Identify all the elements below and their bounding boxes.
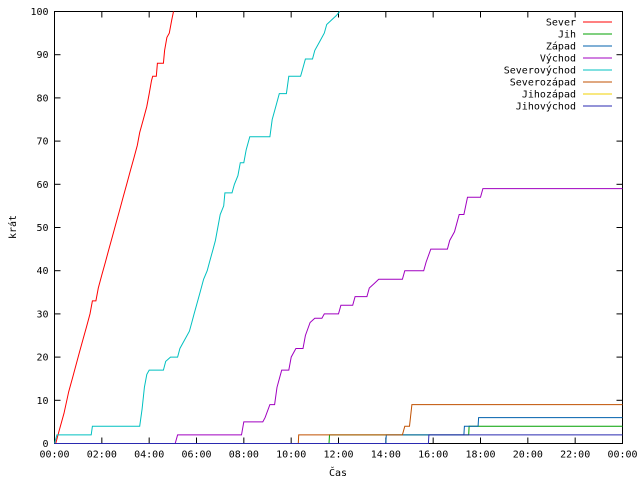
y-tick-label: 80: [36, 93, 48, 104]
series-line-západ: [54, 417, 623, 444]
x-tick-label: 14:00: [371, 450, 401, 461]
y-tick-label: 50: [36, 223, 48, 234]
x-tick-label: 00:00: [607, 450, 637, 461]
legend: SeverJihZápadVýchodSeverovýchodSeverozáp…: [504, 18, 612, 113]
series-line-severozápad: [54, 404, 623, 444]
x-tick-label: 22:00: [560, 450, 590, 461]
y-tick-label: 10: [36, 396, 48, 407]
legend-label: Východ: [540, 53, 576, 65]
legend-label: Jih: [558, 30, 576, 41]
x-tick-label: 02:00: [87, 450, 117, 461]
series-line-jihovýchod: [54, 434, 623, 444]
x-axis-label: Čas: [329, 466, 347, 479]
series-line-severovýchod: [54, 11, 341, 444]
legend-label: Jihozápad: [522, 89, 576, 101]
x-tick-label: 16:00: [418, 450, 448, 461]
x-tick-label: 04:00: [134, 450, 164, 461]
series-line-východ: [54, 188, 623, 444]
x-tick-label: 12:00: [323, 450, 353, 461]
x-tick-label: 20:00: [513, 450, 543, 461]
y-tick-label: 30: [36, 309, 48, 320]
y-tick-label: 70: [36, 137, 48, 148]
y-tick-label: 20: [36, 353, 48, 364]
series-line-sever: [54, 11, 174, 444]
legend-label: Severovýchod: [504, 65, 576, 77]
y-tick-label: 90: [36, 50, 48, 61]
axis-ticks: 0 10 20 30 40 50 60 70 80 90 100 00:00 02:00 04:00 06:…: [30, 7, 637, 461]
y-tick-label: 60: [36, 180, 48, 191]
x-tick-label: 10:00: [276, 450, 306, 461]
x-tick-label: 18:00: [465, 450, 495, 461]
x-tick-label: 08:00: [229, 450, 259, 461]
series-lines: [54, 11, 623, 444]
legend-label: Severozápad: [510, 77, 576, 89]
y-tick-label: 0: [42, 439, 48, 450]
legend-label: Západ: [546, 41, 576, 53]
y-tick-label: 40: [36, 266, 48, 277]
legend-label: Jihovýchod: [516, 101, 576, 113]
x-tick-label: 00:00: [39, 450, 69, 461]
y-axis-label: krát: [7, 215, 19, 239]
y-tick-label: 100: [30, 7, 48, 18]
legend-label: Sever: [546, 18, 576, 29]
x-tick-label: 06:00: [181, 450, 211, 461]
